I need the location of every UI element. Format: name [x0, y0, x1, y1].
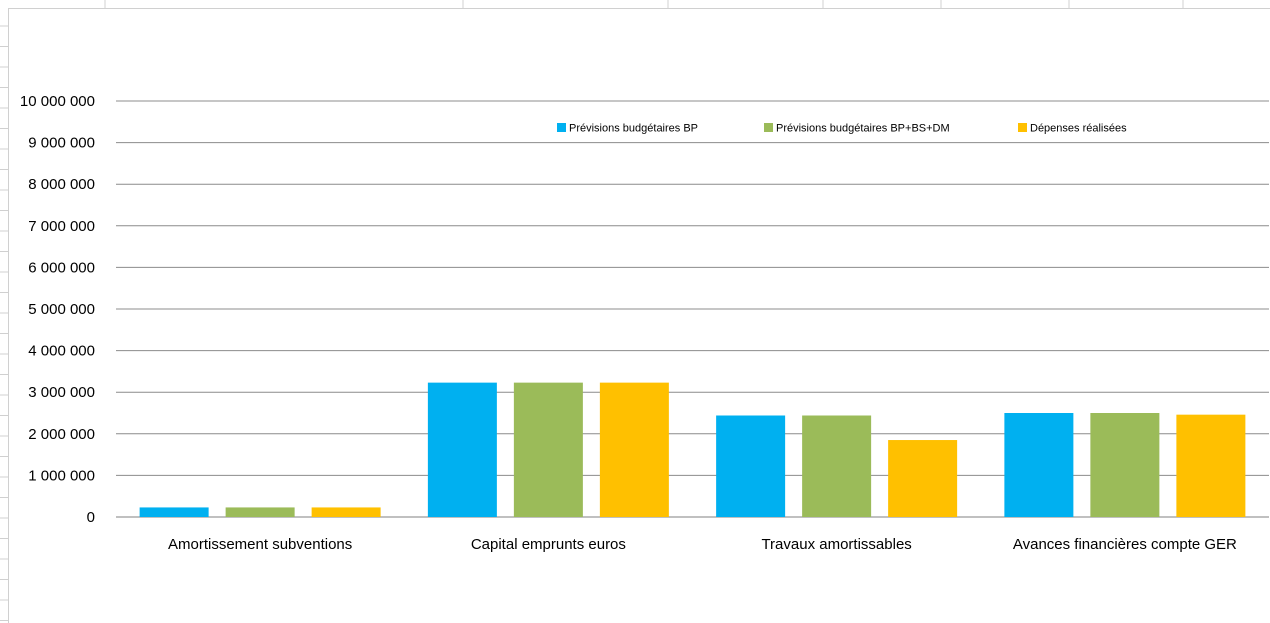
bars — [139, 382, 1246, 517]
x-category-label: Amortissement subventions — [168, 536, 352, 553]
y-tick-label: 6 000 000 — [28, 259, 95, 276]
bar — [599, 382, 669, 517]
legend-label: Prévisions budgétaires BP+BS+DM — [776, 123, 950, 135]
y-tick-label: 2 000 000 — [28, 426, 95, 443]
bar — [888, 440, 958, 517]
bar — [513, 382, 583, 517]
y-tick-label: 3 000 000 — [28, 384, 95, 401]
bar — [802, 415, 872, 517]
x-category-label: Travaux amortissables — [761, 536, 911, 553]
y-tick-label: 4 000 000 — [28, 343, 95, 360]
bar — [139, 507, 209, 517]
bar-chart: 0 1 000 000 2 000 000 3 000 000 4 000 000 5 0… — [20, 93, 1269, 553]
y-axis-ticks: 0 1 000 000 2 000 000 3 000 000 4 000 000 5 0… — [20, 93, 95, 526]
bar — [427, 382, 497, 517]
x-category-label: Capital emprunts euros — [471, 536, 626, 553]
y-tick-label: 8 000 000 — [28, 176, 95, 193]
bar — [225, 507, 295, 517]
y-tick-label: 9 000 000 — [28, 135, 95, 152]
gridlines — [116, 100, 1269, 518]
chart-area[interactable]: 0 1 000 000 2 000 000 3 000 000 4 000 000 5 0… — [8, 8, 1270, 623]
x-category-label: Avances financières compte GER — [1013, 536, 1237, 553]
legend-swatch — [557, 123, 566, 132]
y-tick-label: 5 000 000 — [28, 301, 95, 318]
legend: Prévisions budgétaires BP Prévisions budg… — [557, 123, 1127, 135]
legend-swatch — [764, 123, 773, 132]
y-tick-label: 1 000 000 — [28, 467, 95, 484]
y-tick-label: 10 000 000 — [20, 93, 95, 110]
legend-label: Prévisions budgétaires BP — [569, 123, 698, 135]
bar — [1176, 414, 1246, 517]
bar — [1004, 413, 1074, 517]
legend-swatch — [1018, 123, 1027, 132]
bar — [311, 507, 381, 517]
y-tick-label: 7 000 000 — [28, 218, 95, 235]
bar — [1090, 413, 1160, 517]
x-axis-labels: Amortissement subventions Capital emprunt… — [168, 536, 1237, 553]
y-tick-label: 0 — [87, 509, 95, 526]
bar — [716, 415, 786, 517]
legend-label: Dépenses réalisées — [1030, 123, 1127, 135]
